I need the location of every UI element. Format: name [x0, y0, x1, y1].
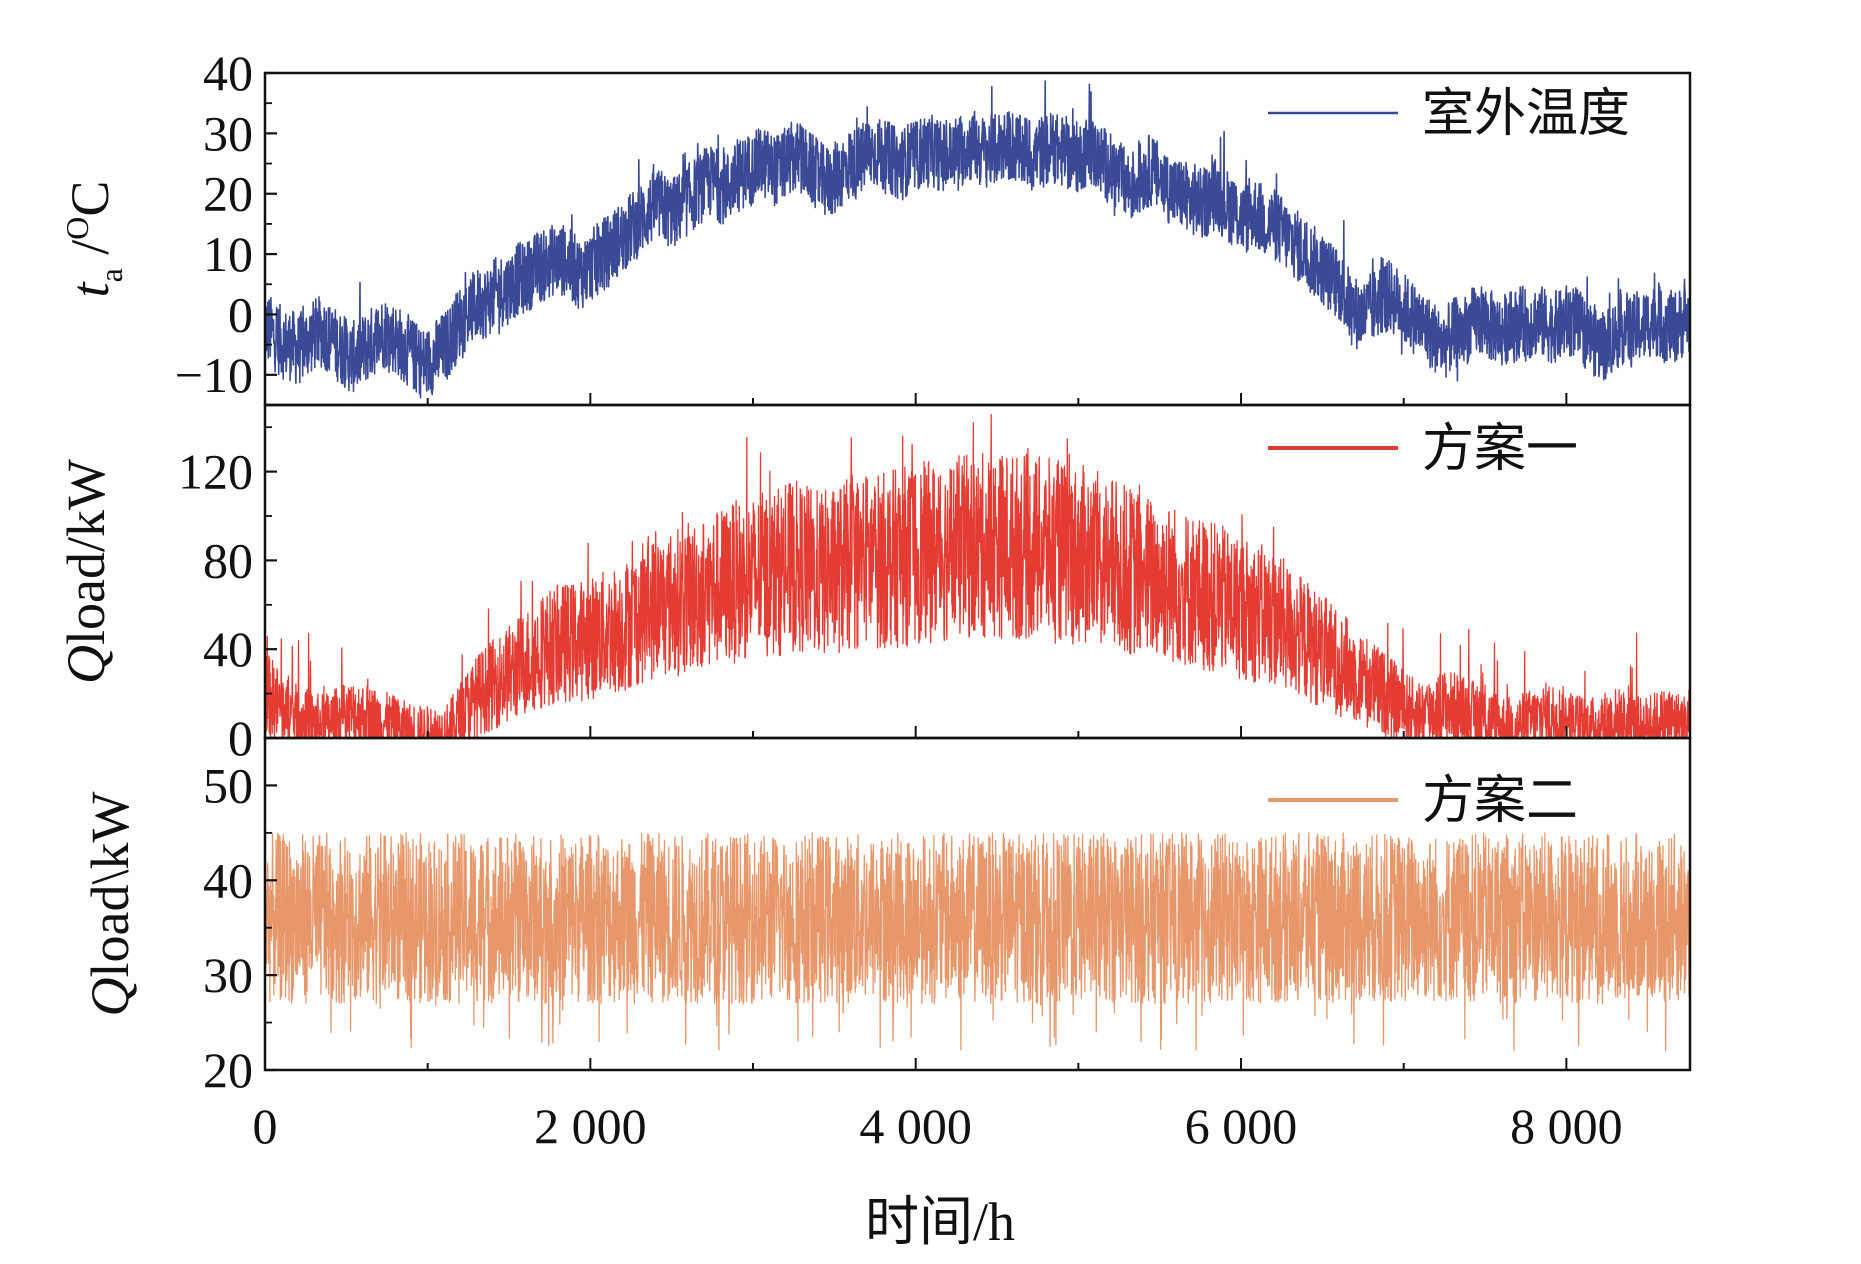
- y-label-sup: O: [59, 217, 95, 240]
- series-line-load2: [264, 832, 1691, 1052]
- y-axis-label-temp: ta /OC: [59, 181, 129, 298]
- y-tick-label-load2: 40: [203, 852, 253, 908]
- legend-label-temp: 室外温度: [1422, 86, 1630, 143]
- series-line-temp: [264, 80, 1691, 399]
- y-label-sub: a: [93, 268, 129, 282]
- y-tick-label-temp: −10: [175, 347, 253, 403]
- y-tick-label-load1: 0: [228, 710, 253, 766]
- y-label-rest: /: [60, 240, 120, 269]
- y-label-main: Q: [56, 645, 116, 684]
- y-tick-label-temp: 10: [203, 226, 253, 282]
- y-tick-label-load2: 30: [203, 947, 253, 1003]
- x-axis-label: 时间/h: [865, 1192, 1015, 1252]
- panel-load2: 方案二 20 30 40 50 Qload\kW: [80, 736, 1692, 1098]
- y-tick-label-load1: 80: [203, 532, 253, 588]
- y-tick-label-temp: 0: [228, 286, 253, 342]
- y-label-main: t: [60, 280, 120, 297]
- panel-frame-load2: [263, 736, 1692, 1072]
- y-tick-label-load1: 120: [178, 444, 253, 500]
- x-tick-label: 2 000: [534, 1098, 647, 1154]
- y-tick-label-temp: 20: [203, 166, 253, 222]
- panel-load1: 方案一 0 40 80 120 Qload/kW: [56, 403, 1692, 766]
- y-label-rest: load\kW: [80, 792, 140, 978]
- x-tick-label: 8 000: [1510, 1098, 1623, 1154]
- legend-label-load2: 方案二: [1422, 773, 1578, 830]
- y-tick-label-load1: 40: [203, 621, 253, 677]
- shared-x-axis: 0 2 000 4 000 6 000 8 000: [253, 1098, 1623, 1154]
- x-tick-label: 4 000: [859, 1098, 972, 1154]
- legend-label-load1: 方案一: [1422, 421, 1578, 478]
- y-tick-label-load2: 50: [203, 757, 253, 813]
- y-label-unit: C: [60, 181, 120, 217]
- y-tick-label-temp: 30: [203, 105, 253, 161]
- y-tick-label-temp: 40: [203, 45, 253, 101]
- y-tick-label-load2: 20: [203, 1042, 253, 1098]
- y-label-main: Q: [80, 977, 140, 1016]
- y-axis-label-load2: Qload\kW: [80, 792, 140, 1017]
- y-axis-label-load1: Qload/kW: [56, 459, 116, 684]
- y-label-rest: load/kW: [56, 459, 116, 645]
- x-tick-label: 0: [253, 1098, 278, 1154]
- x-tick-label: 6 000: [1185, 1098, 1298, 1154]
- series-line-load1: [264, 413, 1691, 739]
